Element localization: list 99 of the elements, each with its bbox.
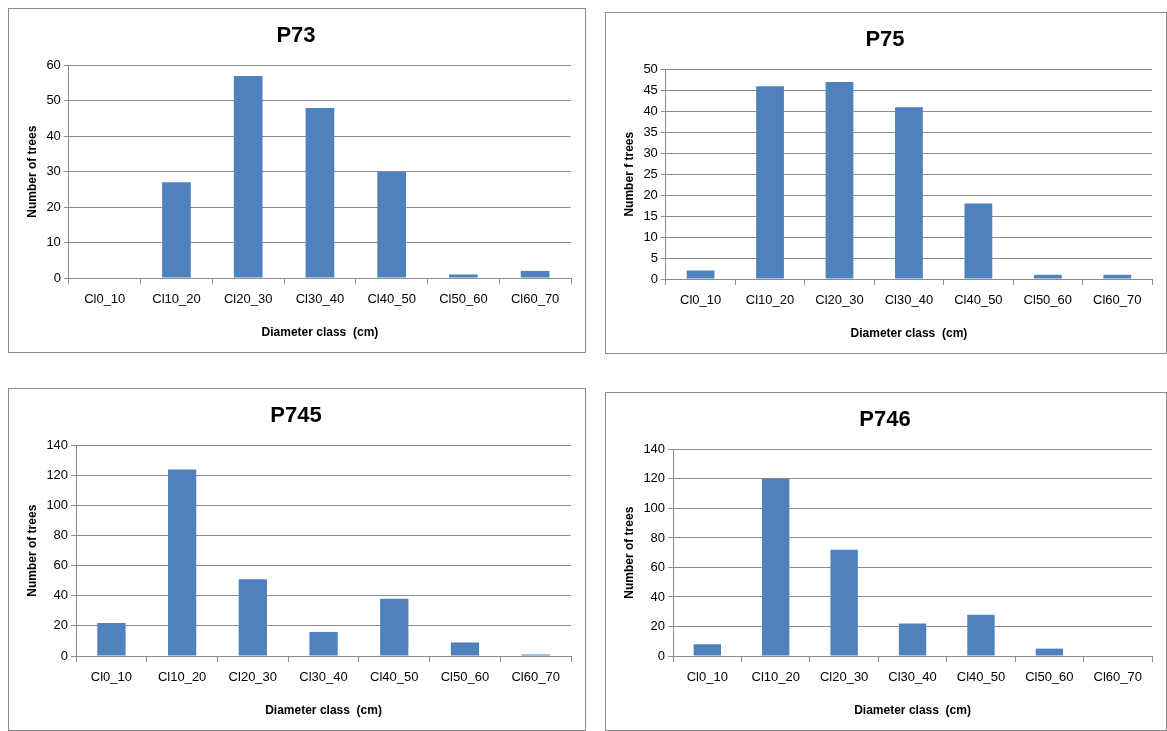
y-tick-label: 40 bbox=[53, 587, 69, 603]
bar bbox=[520, 270, 550, 278]
y-tick-label: 30 bbox=[643, 144, 658, 160]
y-tick-label: 0 bbox=[53, 269, 61, 285]
x-tick-label: Cl30_40 bbox=[884, 292, 934, 308]
x-tick-label: Cl40_50 bbox=[367, 291, 416, 307]
bar bbox=[162, 182, 191, 278]
y-tick-label: 80 bbox=[650, 529, 666, 545]
x-tick-label: Cl10_20 bbox=[745, 292, 795, 308]
x-tick-label: Cl50_60 bbox=[1025, 669, 1074, 685]
x-axis-title: Diameter class (cm) bbox=[854, 703, 971, 718]
y-axis-title: Number f trees bbox=[621, 131, 636, 217]
x-tick-label: Cl0_10 bbox=[90, 669, 133, 685]
bar bbox=[97, 622, 126, 656]
x-tick-label: Cl0_10 bbox=[84, 291, 126, 307]
y-tick-label: 40 bbox=[643, 102, 658, 118]
x-tick-label: Cl40_50 bbox=[954, 292, 1003, 308]
y-tick-label: 0 bbox=[650, 270, 658, 286]
x-tick-label: Cl50_60 bbox=[1023, 292, 1073, 308]
x-tick-label: Cl10_20 bbox=[157, 669, 207, 685]
bar bbox=[964, 203, 993, 279]
x-tick-label: Cl10_20 bbox=[751, 669, 800, 685]
y-axis-title: Number of trees bbox=[621, 506, 636, 599]
bar bbox=[233, 76, 263, 278]
bar bbox=[898, 623, 927, 656]
bar bbox=[1103, 274, 1132, 279]
y-axis-title: Number of trees bbox=[24, 504, 39, 597]
bar bbox=[756, 86, 784, 279]
chart-title: P746 bbox=[859, 406, 911, 432]
y-tick-label: 0 bbox=[657, 647, 666, 663]
x-tick-label: Cl60_70 bbox=[1093, 669, 1143, 685]
y-tick-label: 5 bbox=[650, 249, 658, 265]
y-tick-label: 40 bbox=[46, 127, 61, 143]
y-tick-label: 80 bbox=[53, 527, 69, 543]
y-tick-label: 40 bbox=[650, 588, 666, 604]
y-tick-label: 0 bbox=[60, 647, 69, 663]
chart-title: P745 bbox=[270, 402, 322, 428]
bar bbox=[450, 642, 480, 656]
y-tick-label: 100 bbox=[643, 500, 666, 516]
y-tick-label: 100 bbox=[46, 497, 69, 513]
x-tick-label: Cl40_50 bbox=[370, 669, 419, 685]
x-tick-label: Cl0_10 bbox=[686, 669, 728, 685]
y-tick-label: 20 bbox=[53, 617, 69, 633]
bar bbox=[449, 274, 478, 278]
chart-title: P75 bbox=[865, 26, 905, 52]
y-tick-label: 60 bbox=[53, 557, 69, 573]
x-tick-label: Cl30_40 bbox=[295, 291, 345, 307]
x-tick-label: Cl50_60 bbox=[440, 669, 490, 685]
y-tick-label: 20 bbox=[46, 198, 61, 214]
y-tick-label: 15 bbox=[643, 207, 658, 223]
bar bbox=[1033, 274, 1062, 279]
y-tick-label: 50 bbox=[643, 60, 658, 76]
chart-title: P73 bbox=[276, 22, 316, 48]
bar bbox=[967, 614, 995, 656]
x-tick-label: Cl20_30 bbox=[223, 291, 273, 307]
bar bbox=[309, 631, 338, 656]
x-tick-label: Cl20_30 bbox=[819, 669, 869, 685]
bar bbox=[168, 469, 197, 656]
y-tick-label: 20 bbox=[643, 186, 658, 202]
y-tick-label: 60 bbox=[46, 56, 61, 72]
x-tick-label: Cl60_70 bbox=[510, 291, 560, 307]
bar bbox=[380, 598, 409, 656]
x-axis-title: Diameter class (cm) bbox=[265, 703, 382, 718]
bar bbox=[686, 270, 715, 279]
y-tick-label: 35 bbox=[643, 123, 658, 139]
bar bbox=[1035, 648, 1064, 656]
y-tick-label: 30 bbox=[46, 163, 61, 179]
x-axis-title: Diameter class (cm) bbox=[850, 326, 968, 341]
y-tick-label: 50 bbox=[46, 92, 61, 108]
x-tick-label: Cl40_50 bbox=[956, 669, 1006, 685]
y-tick-label: 20 bbox=[650, 618, 666, 634]
x-tick-label: Cl20_30 bbox=[228, 669, 278, 685]
x-tick-label: Cl20_30 bbox=[815, 292, 864, 308]
x-tick-label: Cl60_70 bbox=[511, 669, 560, 685]
bar bbox=[762, 478, 790, 656]
y-tick-label: 25 bbox=[643, 165, 658, 181]
x-tick-label: Cl30_40 bbox=[299, 669, 348, 685]
y-tick-label: 140 bbox=[46, 436, 69, 452]
bar bbox=[895, 107, 923, 279]
x-tick-label: Cl50_60 bbox=[439, 291, 488, 307]
bar bbox=[377, 171, 407, 278]
y-tick-label: 120 bbox=[643, 470, 666, 486]
x-tick-label: Cl60_70 bbox=[1093, 292, 1142, 308]
bar bbox=[305, 107, 335, 278]
y-axis-title: Number of trees bbox=[24, 125, 39, 218]
x-axis-title: Diameter class (cm) bbox=[261, 325, 379, 340]
y-tick-label: 140 bbox=[643, 440, 666, 456]
bar bbox=[825, 81, 854, 279]
bar bbox=[830, 549, 858, 656]
bar bbox=[693, 644, 721, 656]
x-tick-label: Cl0_10 bbox=[679, 292, 722, 308]
y-tick-label: 45 bbox=[643, 81, 658, 97]
y-tick-label: 10 bbox=[643, 228, 658, 244]
x-tick-label: Cl10_20 bbox=[152, 291, 201, 307]
y-tick-label: 10 bbox=[46, 234, 61, 250]
bar bbox=[238, 579, 267, 656]
y-tick-label: 60 bbox=[650, 559, 666, 575]
y-tick-label: 120 bbox=[46, 467, 69, 483]
x-tick-label: Cl30_40 bbox=[888, 669, 937, 685]
